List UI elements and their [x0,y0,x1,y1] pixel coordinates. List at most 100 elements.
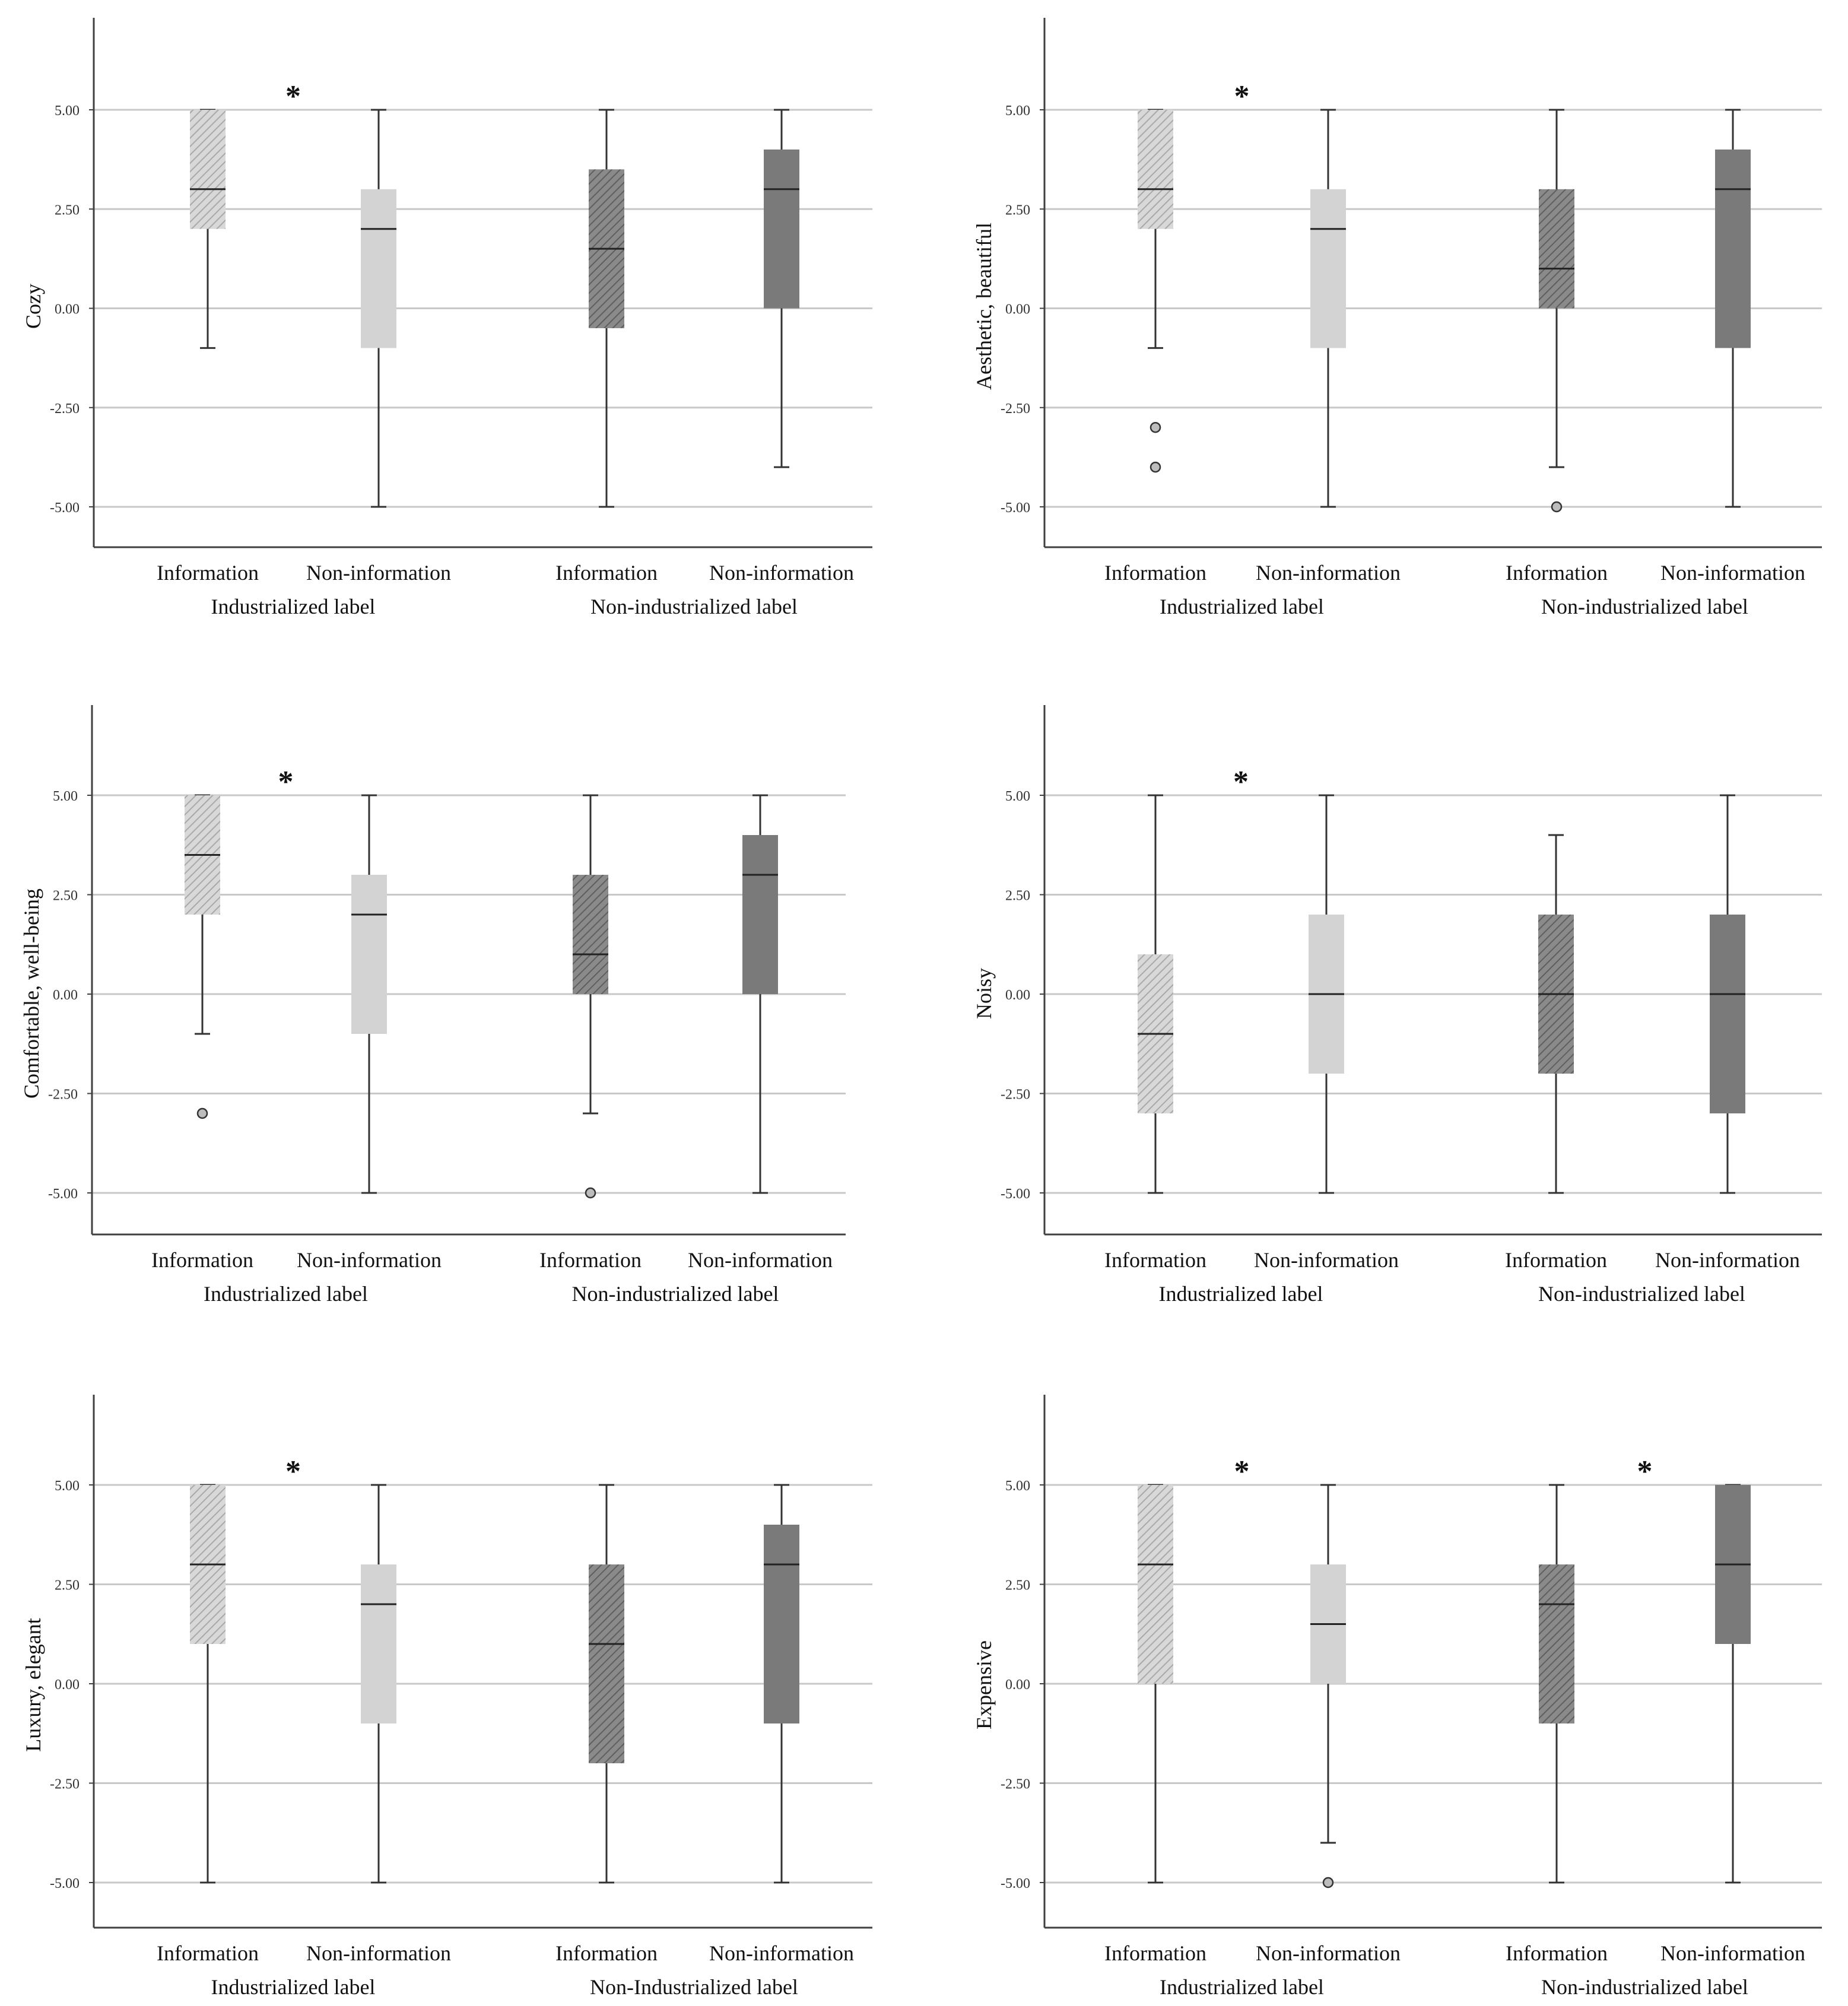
outlier-point [196,1107,208,1119]
box-3 [589,109,624,508]
x-category-label: Information [1506,561,1608,585]
x-category-label: Non-information [1256,561,1401,585]
iqr-box [1715,149,1751,348]
y-tick-label: -2.50 [1001,1087,1030,1103]
outlier-point [1551,501,1563,513]
box-3 [589,1484,624,1884]
y-tick-label: 0.00 [1005,1677,1030,1693]
box-2 [1310,1484,1346,1888]
x-group-label: Non-industrialized label [590,595,798,618]
x-category-label: Non-information [306,1941,451,1965]
x-category-label: Non-information [709,561,854,585]
y-tick-label: -2.50 [48,1087,78,1103]
iqr-box [1539,189,1574,309]
x-category-label: Information [1505,1248,1607,1272]
outlier-point [1150,421,1161,433]
box-4 [1715,1484,1751,1884]
y-axis-label: Comfortable, well-being [20,888,43,1099]
y-tick-label: 0.00 [1005,302,1030,318]
y-tick-label: -5.00 [48,1186,78,1202]
y-tick-label: 2.50 [55,1578,80,1594]
x-category-label: Information [151,1248,253,1272]
box-2 [351,794,387,1194]
y-tick-label: 5.00 [1005,103,1030,119]
significance-marker: * [285,80,301,113]
box-2 [361,109,396,508]
y-tick-label: -2.50 [1001,1777,1030,1792]
iqr-box [589,1564,624,1763]
x-group-label: Non-industrialized label [1538,1282,1745,1306]
y-tick-label: -5.00 [50,1876,80,1891]
box-2 [361,1484,396,1884]
iqr-box [1539,1564,1574,1723]
chart-panel-5: 5.00 2.50 0.00 -2.50 -5.00 Luxury, elegant Inf… [21,1395,872,1999]
box-1 [1138,794,1173,1194]
x-category-label: Non-information [306,561,451,585]
significance-marker: * [1233,765,1249,799]
x-category-label: Information [157,561,259,585]
iqr-box [764,149,799,309]
x-group-label: Industrialized label [204,1282,368,1306]
box-3 [573,794,608,1199]
x-group-label: Industrialized label [211,595,376,618]
x-group-label: Non-industrialized label [1541,595,1748,618]
chart-panel-1: 5.00 2.50 0.00 -2.50 -5.00 Cozy Information Non… [21,18,872,618]
box-1 [1138,109,1173,473]
x-category-label: Information [1104,1248,1206,1272]
x-group-label: Industrialized label [1160,1975,1324,1999]
y-tick-label: 5.00 [1005,789,1030,804]
x-category-label: Information [1104,1941,1206,1965]
box-3 [1539,109,1574,513]
iqr-box [1310,189,1346,348]
x-group-label: Non-industrialized label [1541,1975,1748,1999]
box-2 [1309,794,1344,1194]
y-tick-label: 5.00 [53,789,78,804]
outlier-point [1150,461,1161,473]
chart-panel-3: 5.00 2.50 0.00 -2.50 -5.00 Comfortable, well-… [20,705,846,1306]
box-2 [1310,109,1346,508]
x-category-label: Information [1104,561,1206,585]
significance-marker: * [1234,1455,1250,1488]
x-category-label: Non-information [1655,1248,1800,1272]
outlier-point [1322,1877,1334,1888]
y-tick-label: 2.50 [1005,202,1030,218]
box-1 [190,1484,226,1884]
significance-marker: * [278,765,294,799]
iqr-box [1710,915,1745,1113]
x-category-label: Information [555,1941,658,1965]
iqr-box [742,835,778,994]
x-group-label: Industrialized label [1160,595,1324,618]
box-3 [1539,1484,1574,1884]
box-1 [185,794,220,1119]
box-1 [190,109,226,349]
y-tick-label: -5.00 [1001,1186,1030,1202]
y-tick-label: -5.00 [50,500,80,516]
iqr-box [1138,1485,1173,1684]
iqr-box [190,110,226,229]
y-tick-label: 2.50 [1005,888,1030,904]
y-tick-label: 0.00 [1005,988,1030,1003]
x-category-label: Non-information [1660,561,1805,585]
x-group-label: Industrialized label [211,1975,376,1999]
box-4 [764,109,799,468]
iqr-box [361,189,396,348]
box-4 [1715,109,1751,508]
box-4 [1710,794,1745,1194]
y-tick-label: -5.00 [1001,1876,1030,1891]
y-tick-label: 5.00 [1005,1478,1030,1494]
y-tick-label: 5.00 [55,1478,80,1494]
x-category-label: Information [555,561,658,585]
x-category-label: Information [539,1248,642,1272]
iqr-box [573,875,608,994]
y-tick-label: 5.00 [55,103,80,119]
box-4 [742,794,778,1194]
y-tick-label: 2.50 [53,888,78,904]
x-category-label: Non-information [1254,1248,1399,1272]
box-1 [1138,1484,1173,1884]
y-axis-label: Cozy [21,284,45,329]
chart-panel-6: 5.00 2.50 0.00 -2.50 -5.00 Expensive Informati… [972,1395,1822,1999]
y-tick-label: -5.00 [1001,500,1030,516]
x-group-label: Non-Industrialized label [590,1975,798,1999]
y-axis-label: Expensive [972,1640,996,1729]
